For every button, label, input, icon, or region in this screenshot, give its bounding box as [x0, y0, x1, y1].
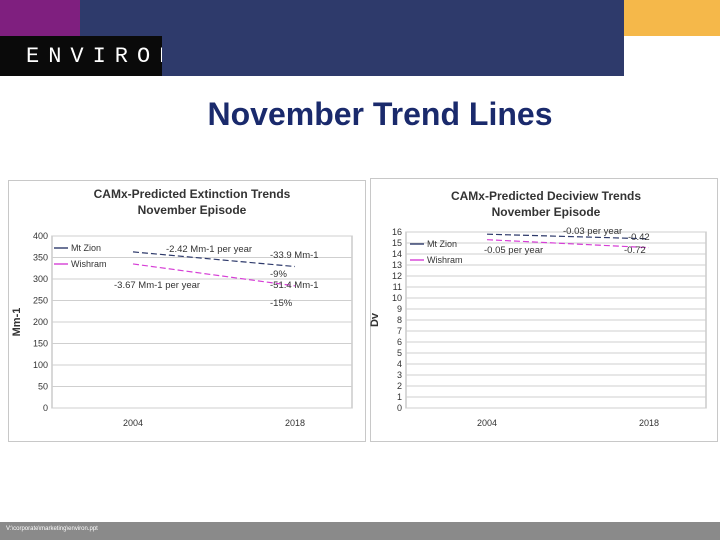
y-tick-label: 5 — [397, 348, 402, 358]
series-line-wishram — [486, 239, 650, 249]
annotation: -3.67 Mm-1 per year — [114, 280, 200, 291]
x-tick-label: 2004 — [123, 418, 143, 428]
footer-path: V:\corporate\marketing\environ.ppt — [6, 526, 98, 532]
chart-subtitle: November Episode — [138, 203, 247, 217]
y-axis-label: Dv — [370, 312, 381, 327]
annotation: -0.42 — [628, 232, 650, 243]
y-tick-label: 3 — [397, 370, 402, 380]
deciview-chart-svg: CAMx-Predicted Deciview Trends November E… — [369, 178, 718, 442]
annotation: -15% — [270, 298, 293, 309]
y-tick-label: 2 — [397, 381, 402, 391]
annotation: -9% — [270, 269, 287, 280]
y-tick-label: 250 — [33, 296, 48, 306]
annotation: -0.72 — [624, 245, 646, 256]
deciview-chart: CAMx-Predicted Deciview Trends November E… — [369, 178, 718, 442]
y-tick-label: 15 — [392, 238, 402, 248]
y-tick-label: 8 — [397, 315, 402, 325]
series-line-mt-zion — [486, 233, 650, 240]
y-tick-label: 0 — [397, 403, 402, 413]
legend-label: Mt Zion — [427, 239, 457, 249]
slide-title: November Trend Lines — [207, 96, 553, 132]
y-tick-label: 14 — [392, 249, 402, 259]
logo-text: ENVIRON — [26, 44, 182, 69]
y-tick-label: 16 — [392, 227, 402, 237]
y-tick-label: 7 — [397, 326, 402, 336]
header-navy-bar — [162, 36, 624, 76]
header-banner: ENVIRON — [0, 0, 720, 76]
legend-label: Wishram — [71, 259, 107, 269]
y-tick-label: 9 — [397, 304, 402, 314]
header-purple-block — [0, 0, 80, 36]
x-tick-label: 2018 — [285, 418, 305, 428]
y-tick-label: 13 — [392, 260, 402, 270]
y-tick-label: 1 — [397, 392, 402, 402]
y-tick-label: 50 — [38, 382, 48, 392]
extinction-chart-svg: CAMx-Predicted Extinction Trends November… — [8, 180, 366, 442]
y-tick-label: 12 — [392, 271, 402, 281]
y-tick-label: 400 — [33, 231, 48, 241]
y-tick-label: 350 — [33, 253, 48, 263]
legend-label: Wishram — [427, 255, 463, 265]
annotation: -2.42 Mm-1 per year — [166, 244, 252, 255]
annotation: -0.05 per year — [484, 245, 543, 256]
y-tick-label: 11 — [393, 282, 402, 292]
logo-box: ENVIRON — [0, 36, 172, 76]
chart-title: CAMx-Predicted Extinction Trends — [94, 187, 291, 201]
annotation: -33.9 Mm-1 — [270, 250, 319, 261]
series-line-wishram — [132, 263, 296, 287]
chart-title: CAMx-Predicted Deciview Trends — [451, 189, 641, 203]
extinction-chart: CAMx-Predicted Extinction Trends November… — [8, 180, 366, 442]
y-tick-label: 10 — [392, 293, 402, 303]
annotation: -0.03 per year — [563, 226, 622, 237]
header-orange-block — [624, 0, 720, 36]
y-tick-label: 150 — [33, 339, 48, 349]
legend-label: Mt Zion — [71, 243, 101, 253]
y-axis-label: Mm-1 — [11, 308, 23, 337]
x-tick-label: 2004 — [477, 418, 497, 428]
y-tick-label: 300 — [33, 274, 48, 284]
annotation: -51.4 Mm-1 — [270, 280, 319, 291]
header-navy-block — [80, 0, 624, 36]
footer-bar: V:\corporate\marketing\environ.ppt — [0, 522, 720, 540]
chart-subtitle: November Episode — [492, 205, 601, 219]
y-tick-label: 100 — [33, 360, 48, 370]
y-tick-label: 4 — [397, 359, 402, 369]
y-tick-label: 0 — [43, 403, 48, 413]
y-tick-label: 200 — [33, 317, 48, 327]
y-tick-label: 6 — [397, 337, 402, 347]
series-line-mt-zion — [132, 251, 296, 268]
x-tick-label: 2018 — [639, 418, 659, 428]
